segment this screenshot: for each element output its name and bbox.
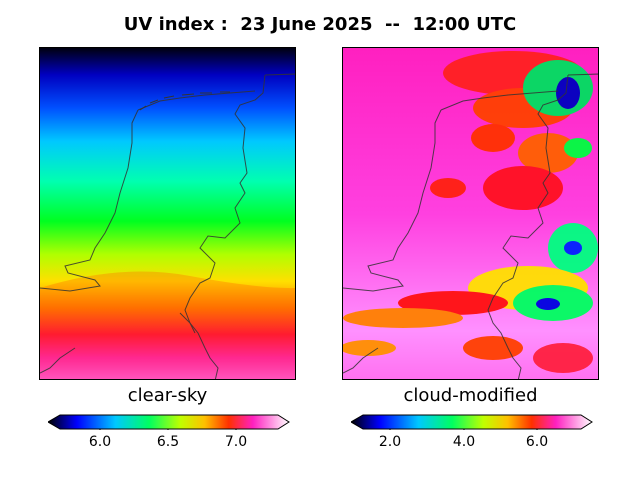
cloud-modified-label: cloud-modified xyxy=(403,385,538,406)
clear-sky-tick-2: 6.5 xyxy=(156,434,180,450)
clear-sky-field xyxy=(40,48,295,379)
coastline-outline xyxy=(343,73,598,379)
clear-sky-tick-1: 6.0 xyxy=(88,434,112,450)
coastline-outline xyxy=(40,73,295,379)
cloud-modified-tick-1: 2.0 xyxy=(378,434,402,450)
clear-sky-label: clear-sky xyxy=(127,385,208,406)
cloud-modified-tick-2: 4.0 xyxy=(452,434,476,450)
cloud-modified-tick-3: 6.0 xyxy=(525,434,549,450)
cloud-modified-map xyxy=(342,47,599,380)
cloud-modified-colorbar xyxy=(351,414,593,430)
cloud-structures xyxy=(343,51,598,373)
clear-sky-tick-3: 7.0 xyxy=(224,434,248,450)
wadden-islands xyxy=(139,91,230,111)
cloud-modified-field xyxy=(343,48,598,379)
map-title: UV index : 23 June 2025 -- 12:00 UTC xyxy=(123,14,517,35)
clear-sky-colorbar xyxy=(48,414,290,430)
clear-sky-map xyxy=(39,47,296,380)
